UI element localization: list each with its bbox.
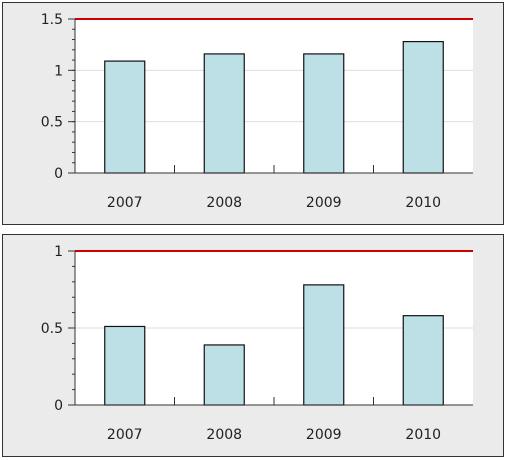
- bar-2008: [203, 344, 245, 406]
- bar-2010: [402, 40, 444, 174]
- bar-2008: [203, 53, 245, 174]
- bar-2009: [303, 53, 345, 174]
- bar-2007: [104, 325, 146, 406]
- y-tick-label: 0: [54, 398, 63, 414]
- x-tick-label: 2007: [107, 195, 143, 211]
- x-tick-label: 2007: [107, 427, 143, 443]
- chart-panel-bottom: 0 0.5 1 2007 2008 2009 2010: [2, 234, 504, 457]
- bar-2010: [402, 315, 444, 406]
- bar-2009: [303, 284, 345, 406]
- x-tick-label: 2009: [306, 195, 342, 211]
- y-tick-label: 0.5: [41, 115, 63, 131]
- x-tick-label: 2009: [306, 427, 342, 443]
- bar-chart-bottom: 0 0.5 1 2007 2008 2009 2010: [41, 244, 473, 443]
- x-tick-label: 2010: [405, 195, 441, 211]
- chart-panel-top: 0 0.5 1 1.5 2007 2008 2009 2010: [2, 2, 504, 225]
- bar-2007: [104, 60, 146, 174]
- x-tick-label: 2008: [206, 195, 242, 211]
- x-tick-label: 2010: [405, 427, 441, 443]
- y-tick-label: 1.5: [41, 12, 63, 28]
- x-tick-label: 2008: [206, 427, 242, 443]
- y-tick-label: 1: [54, 63, 63, 79]
- bar-chart-top: 0 0.5 1 1.5 2007 2008 2009 2010: [41, 12, 473, 211]
- y-tick-label: 0.5: [41, 321, 63, 337]
- y-tick-label: 0: [54, 166, 63, 182]
- y-tick-label: 1: [54, 244, 63, 260]
